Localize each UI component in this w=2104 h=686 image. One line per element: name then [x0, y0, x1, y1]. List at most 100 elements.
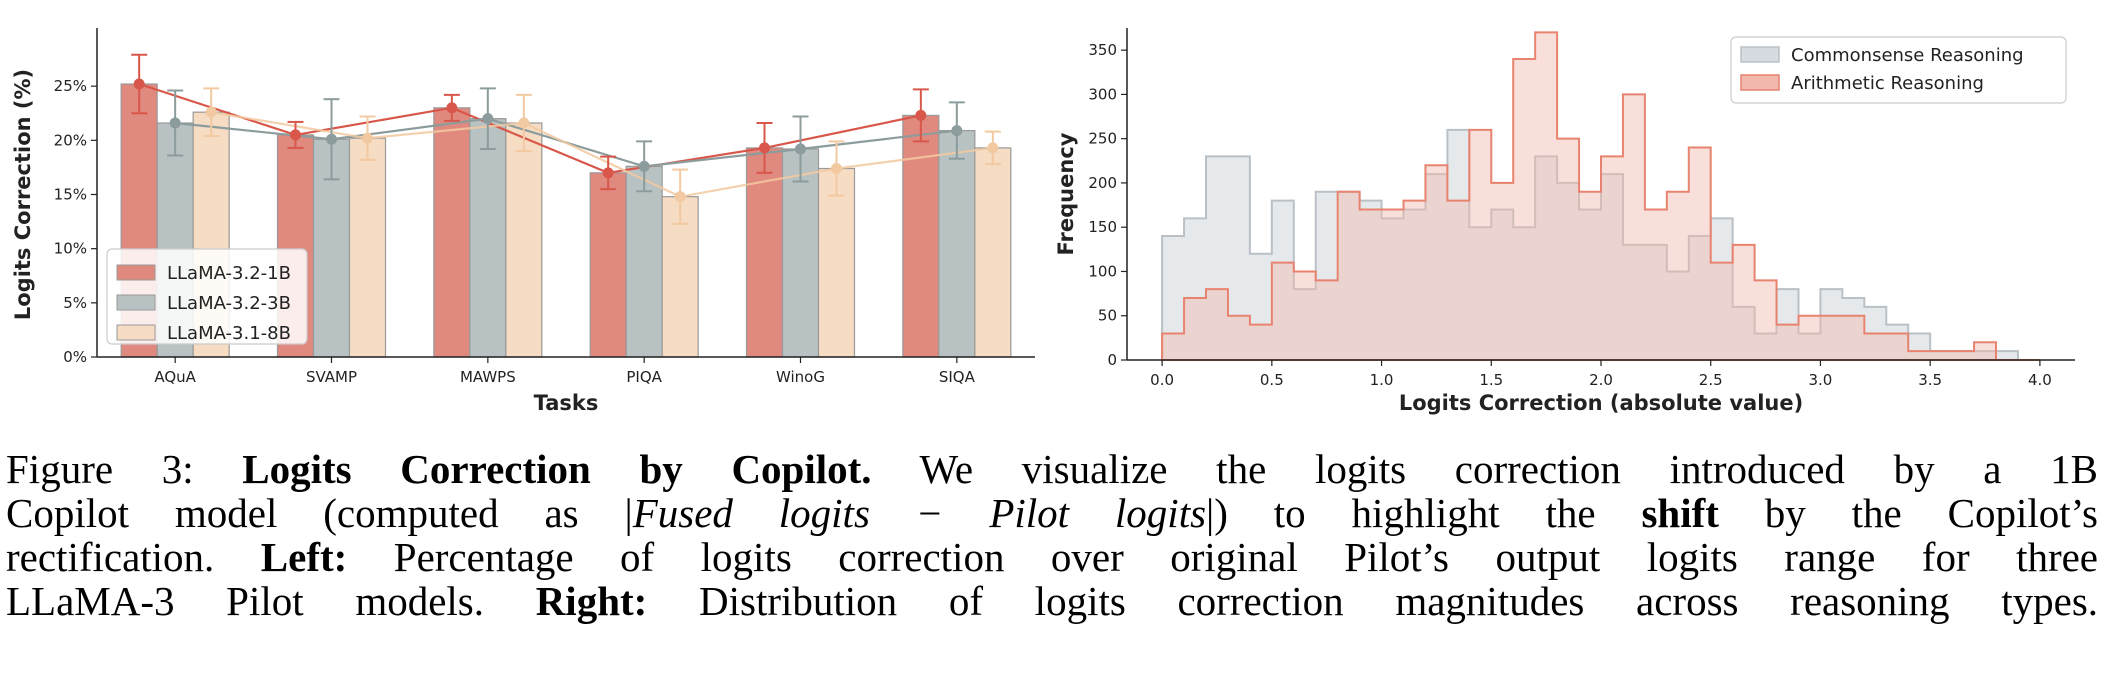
series-trend-line — [210, 111, 993, 198]
data-point — [602, 167, 614, 179]
y-tick-label: 15% — [54, 186, 87, 204]
figure-caption: Figure 3: Logits Correction by Copilot. … — [6, 447, 2098, 623]
x-axis-label: Tasks — [534, 391, 599, 415]
data-point — [482, 113, 494, 125]
data-point — [326, 133, 337, 145]
legend-swatch — [116, 264, 156, 281]
x-tick-label: AQuA — [154, 368, 196, 386]
x-tick-label: 3.0 — [1809, 371, 1833, 389]
caption-line-3: rectification. Left: Percentage of logit… — [6, 535, 2098, 579]
data-point — [915, 109, 927, 121]
bar — [433, 107, 471, 358]
x-tick-label: MAWPS — [460, 368, 516, 386]
bar — [817, 167, 856, 358]
legend-label: LLaMA-3.2-1B — [167, 263, 291, 284]
bar — [781, 148, 820, 358]
y-tick-label: 200 — [1088, 174, 1117, 192]
y-tick-label: 10% — [54, 240, 87, 258]
right-histogram-chart: 0 50 100 150 200 250 300 350 0.0 0.5 1.0 1.5 2.0 2.5 3… — [1054, 28, 2075, 415]
caption-text-2b: |) to highlight the — [1206, 490, 1596, 536]
y-tick-label: 300 — [1088, 85, 1117, 103]
y-tick-label: 25% — [54, 77, 87, 95]
data-point — [951, 125, 963, 137]
data-point — [759, 142, 770, 154]
data-point — [446, 102, 458, 114]
caption-left: Left: — [260, 534, 348, 580]
caption-text-4c: Distribution of logits correction magnit… — [699, 578, 2099, 624]
y-tick-label: 5% — [63, 294, 87, 312]
y-tick-label: 150 — [1088, 218, 1117, 236]
x-tick-label: 0.0 — [1150, 371, 1174, 389]
legend-label: Commonsense Reasoning — [1791, 45, 2024, 66]
bar — [902, 114, 940, 358]
data-point — [169, 117, 181, 129]
data-point — [795, 143, 806, 155]
caption-math: Fused logits − Pilot logits — [632, 490, 1207, 536]
y-tick-label: 0 — [1107, 351, 1117, 369]
data-point — [290, 129, 301, 141]
figure-charts: 0% 5% 10% 15% 20% 25% AQuA SVAMP MAWPS PIQA WinoG S… — [11, 28, 2075, 415]
y-axis-label: Frequency — [1054, 132, 1078, 255]
caption-shift: shift — [1641, 490, 1719, 536]
bar — [348, 137, 387, 358]
bar — [469, 118, 507, 358]
caption-text-3c: Percentage of logits correction over ori… — [393, 534, 2099, 580]
bar — [625, 165, 663, 358]
legend-swatch — [116, 324, 156, 341]
caption-line-4: LLaMA-3 Pilot models. Right: Distributio… — [6, 579, 2098, 623]
x-tick-label: SVAMP — [306, 368, 357, 386]
legend-label: LLaMA-3.1-8B — [167, 323, 291, 344]
left-bar-chart: 0% 5% 10% 15% 20% 25% AQuA SVAMP MAWPS PIQA WinoG S… — [11, 28, 1035, 415]
data-point — [987, 142, 999, 154]
data-point — [518, 117, 530, 129]
x-tick-label: 2.5 — [1699, 371, 1723, 389]
x-tick-label: PIQA — [626, 368, 662, 386]
data-point — [205, 106, 217, 118]
series-trend-line — [138, 82, 922, 174]
data-point — [674, 191, 686, 203]
caption-text-3a: rectification. — [6, 534, 215, 580]
histogram-series — [1161, 128, 2040, 361]
caption-text-4a: LLaMA-3 Pilot models. — [6, 578, 485, 624]
bar — [505, 122, 543, 358]
caption-label: Figure 3: — [6, 446, 194, 492]
bar — [974, 147, 1012, 358]
y-tick-label: 50 — [1098, 307, 1117, 325]
data-point — [831, 163, 842, 174]
legend-label: Arithmetic Reasoning — [1791, 73, 1984, 94]
caption-line-1: Figure 3: Logits Correction by Copilot. … — [6, 447, 2098, 491]
data-point — [638, 160, 650, 172]
caption-line-2: Copilot model (computed as |Fused logits… — [6, 491, 2098, 535]
legend-label: LLaMA-3.2-3B — [167, 293, 291, 314]
y-axis-label: Logits Correction (%) — [11, 69, 35, 320]
y-tick-label: 20% — [54, 131, 87, 149]
bar — [938, 129, 976, 358]
caption-text-2a: Copilot model (computed as | — [6, 490, 633, 536]
legend-swatch — [116, 294, 156, 311]
legend-box — [106, 248, 308, 345]
x-tick-label: 1.5 — [1479, 371, 1503, 389]
x-tick-label: 3.5 — [1918, 371, 1942, 389]
bar — [589, 172, 627, 358]
data-point — [133, 78, 145, 90]
x-tick-label: 1.0 — [1370, 371, 1394, 389]
y-tick-label: 250 — [1088, 130, 1117, 148]
y-tick-label: 0% — [63, 348, 87, 366]
y-tick-label: 350 — [1088, 41, 1117, 59]
data-point — [362, 132, 373, 144]
x-tick-label: SIQA — [939, 368, 976, 386]
caption-text-1: We visualize the logits correction intro… — [919, 446, 2099, 492]
x-tick-label: WinoG — [776, 368, 825, 386]
legend-box — [1730, 36, 2067, 104]
caption-title: Logits Correction by Copilot. — [242, 446, 872, 492]
y-tick-label: 100 — [1088, 262, 1117, 280]
x-axis-label: Logits Correction (absolute value) — [1399, 391, 1803, 415]
x-tick-label: 4.0 — [2028, 371, 2052, 389]
x-tick-label: 0.5 — [1260, 371, 1284, 389]
x-tick-label: 2.0 — [1589, 371, 1613, 389]
caption-right: Right: — [535, 578, 648, 624]
legend-swatch — [1740, 46, 1780, 63]
caption-text-2c: by the Copilot’s — [1764, 490, 2099, 536]
legend-swatch — [1740, 74, 1780, 91]
histogram-series — [1161, 31, 2040, 361]
